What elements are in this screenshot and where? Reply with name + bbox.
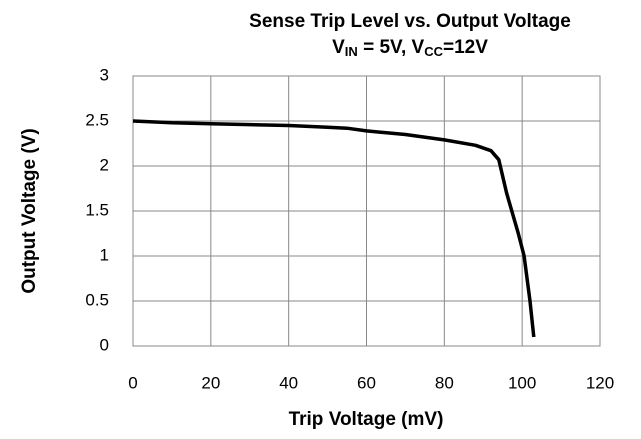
chart-title: Sense Trip Level vs. Output Voltage (249, 11, 571, 32)
y-tick-label: 1 (100, 245, 109, 264)
subscript: CC (424, 44, 443, 59)
x-tick-label: 0 (128, 373, 137, 392)
subtitle-part: V (332, 37, 345, 58)
y-tick-label: 0.5 (85, 290, 109, 309)
x-tick-label: 120 (586, 373, 614, 392)
x-tick-label: 60 (357, 373, 376, 392)
subtitle-part: = 5V, V (358, 37, 425, 58)
subtitle-part: =12V (443, 37, 488, 58)
x-tick-label: 20 (201, 373, 220, 392)
y-tick-label: 1.5 (85, 200, 109, 219)
y-tick-label: 0 (100, 335, 109, 354)
x-tick-label: 40 (279, 373, 298, 392)
y-axis-title: Output Voltage (V) (19, 128, 40, 293)
x-tick-label: 80 (435, 373, 454, 392)
subscript: IN (345, 44, 358, 59)
y-tick-label: 3 (100, 65, 109, 84)
plot-border (132, 75, 601, 347)
x-tick-label: 100 (508, 373, 536, 392)
y-tick-label: 2.5 (85, 110, 109, 129)
y-tick-label: 2 (100, 155, 109, 174)
line (132, 119, 536, 338)
x-axis-title: Trip Voltage (mV) (289, 409, 444, 430)
chart-subtitle: VIN = 5V, VCC=12V (332, 37, 488, 59)
